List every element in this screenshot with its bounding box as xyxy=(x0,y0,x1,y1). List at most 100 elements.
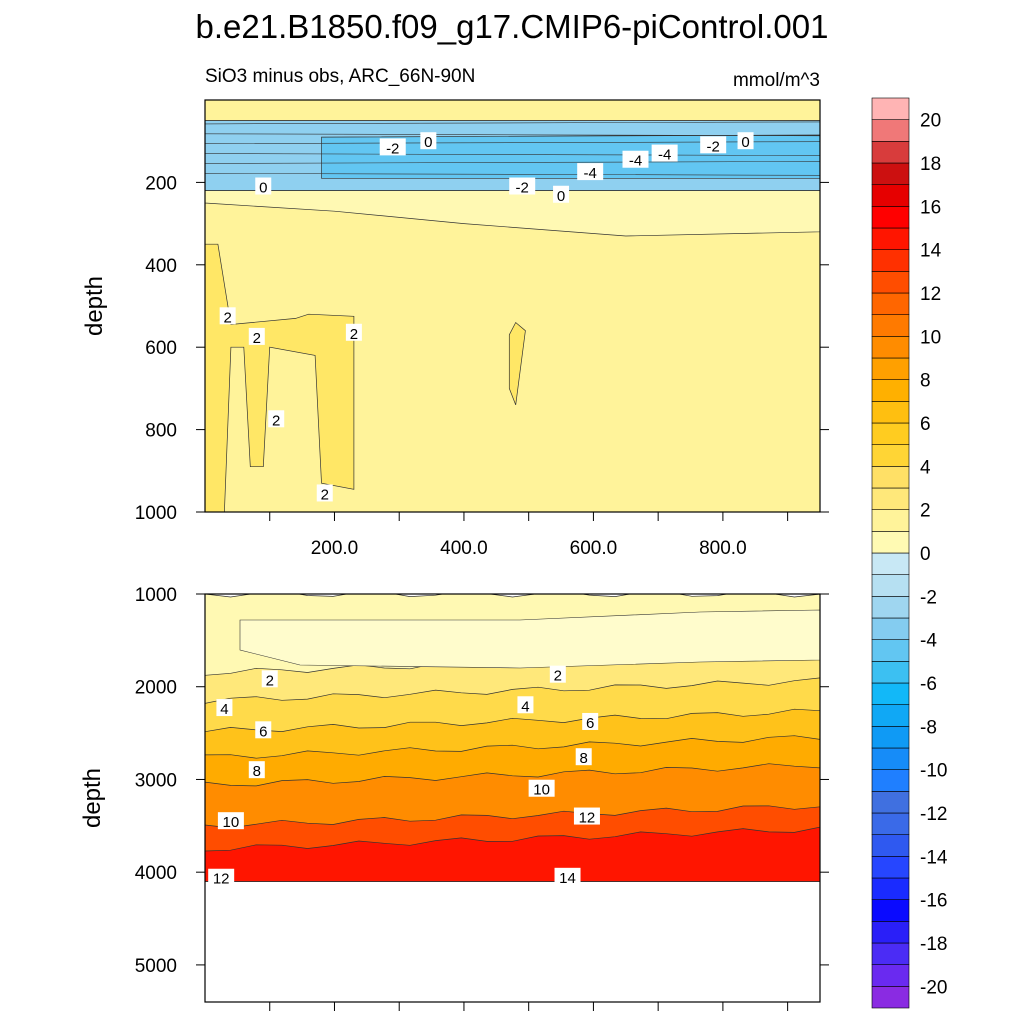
top-contour-label-bg-11 xyxy=(248,327,265,345)
bottom-contour-label-bg-6 xyxy=(549,665,566,683)
contour-line-top-1 xyxy=(205,133,820,137)
top-contour-label-bg-3 xyxy=(737,132,754,150)
colorbar-box-6 xyxy=(871,856,910,879)
colorbar-label-6: -8 xyxy=(920,717,937,738)
colorbar-box-0 xyxy=(871,986,910,1009)
bottom-contour-label-2: 6 xyxy=(259,723,267,740)
top-contour-label-14: 2 xyxy=(321,486,329,503)
top-contour-label-bg-9 xyxy=(255,177,272,195)
colorbar-label-9: -2 xyxy=(920,587,937,608)
colorbar-box-23 xyxy=(871,487,910,510)
contour-line-top-3 xyxy=(205,153,820,156)
bottom-contour-label-9: 8 xyxy=(580,750,588,767)
chart-subtitle: SiO3 minus obs, ARC_66N-90N xyxy=(205,66,475,87)
top-contour-label-bg-7 xyxy=(509,177,536,195)
colorbar-box-17 xyxy=(871,617,910,640)
top-contour-label-8: 0 xyxy=(557,188,565,205)
bottom-contour-label-bg-9 xyxy=(575,748,592,766)
colorbar-box-10 xyxy=(871,769,910,792)
contour-line-top-0 xyxy=(205,121,820,125)
top-y-label-3: 800 xyxy=(145,421,177,442)
top-x-label-1: 400.0 xyxy=(440,538,488,559)
colorbar-label-20: 20 xyxy=(920,111,941,132)
contour-region-2 xyxy=(321,134,820,179)
top-contour-label-4: -4 xyxy=(658,147,671,164)
colorbar-box-25 xyxy=(871,444,910,467)
colorbar-box-13 xyxy=(871,704,910,727)
contour-line-top-5 xyxy=(205,173,820,176)
colorbar-label-19: 18 xyxy=(920,154,941,175)
top-panel: -2 0 -2 0 -4 -4 -4 -2 0 0 2 2 2 2 2 200 400 600 800 1000 2… xyxy=(81,99,829,559)
bottom-contour-label-bg-12 xyxy=(554,867,581,885)
bottom-contour-label-bg-7 xyxy=(517,696,534,714)
top-contour-label-1: 0 xyxy=(424,134,432,151)
top-contour-label-bg-1 xyxy=(420,132,437,150)
colorbar-box-36 xyxy=(871,206,910,229)
colorbar-box-28 xyxy=(871,379,910,402)
colorbar-box-15 xyxy=(871,661,910,684)
top-contour-label-5: -4 xyxy=(629,153,642,170)
colorbar-box-37 xyxy=(871,184,910,207)
bottom-contour-label-8: 6 xyxy=(586,715,594,732)
top-contour-label-2: -2 xyxy=(707,138,720,155)
top-y-label-2: 600 xyxy=(145,338,177,359)
contour-line-top-4 xyxy=(205,161,820,164)
colorbar-box-22 xyxy=(871,509,910,532)
colorbar-label-11: 2 xyxy=(920,501,931,522)
top-contour-label-bg-4 xyxy=(651,144,678,162)
colorbar-box-32 xyxy=(871,292,910,315)
colorbar-box-1 xyxy=(871,964,910,987)
colorbar-box-18 xyxy=(871,596,910,619)
colorbar-label-8: -4 xyxy=(920,631,937,652)
colorbar-label-12: 4 xyxy=(920,457,931,478)
bottom-ylabel: depth xyxy=(79,768,106,828)
bottom-contour-label-11: 12 xyxy=(579,810,596,827)
top-contour-label-10: 2 xyxy=(223,309,231,326)
bottom-contour-label-bg-2 xyxy=(255,721,272,739)
bottom-contour-label-bg-5 xyxy=(208,868,235,886)
contour-band-core xyxy=(239,609,820,669)
colorbar-label-7: -6 xyxy=(920,674,937,695)
bottom-panel-frame xyxy=(204,593,821,1003)
colorbar-box-14 xyxy=(871,682,910,705)
bottom-contour-label-bg-4 xyxy=(217,812,244,830)
colorbar-box-39 xyxy=(871,141,910,164)
chart-title: b.e21.B1850.f09_g17.CMIP6-piControl.001 xyxy=(196,8,829,45)
top-contour-label-12: 2 xyxy=(350,326,358,343)
bottom-contour-label-bg-1 xyxy=(216,699,233,717)
bottom-contour-label-bg-10 xyxy=(528,779,555,797)
colorbar-box-19 xyxy=(871,574,910,597)
colorbar-box-30 xyxy=(871,336,910,359)
bottom-contour-label-bg-11 xyxy=(573,807,600,825)
colorbar-box-9 xyxy=(871,791,910,814)
contour-region-4 xyxy=(205,243,355,512)
colorbar-box-20 xyxy=(871,552,910,575)
bottom-contour-label-12: 14 xyxy=(559,870,576,887)
top-contour-label-6: -4 xyxy=(584,165,597,182)
top-contour-label-bg-14 xyxy=(316,484,333,502)
units-label: mmol/m^3 xyxy=(733,70,820,91)
colorbar-label-15: 10 xyxy=(920,327,941,348)
colorbar-label-1: -18 xyxy=(920,934,947,955)
bottom-contour-label-6: 2 xyxy=(554,668,562,685)
colorbar-box-21 xyxy=(871,531,910,554)
top-contour-label-bg-8 xyxy=(553,185,570,203)
contour-region-0 xyxy=(205,100,820,121)
top-panel-frame xyxy=(204,99,821,513)
colorbar-box-29 xyxy=(871,357,910,380)
bottom-contour-label-10: 10 xyxy=(533,782,550,799)
top-contour-label-11: 2 xyxy=(253,330,261,347)
top-contour-label-13: 2 xyxy=(272,412,280,429)
colorbar-label-10: 0 xyxy=(920,544,931,565)
colorbar-label-4: -12 xyxy=(920,804,947,825)
bottom-contour-label-bg-0 xyxy=(261,670,278,688)
colorbar-box-38 xyxy=(871,162,910,185)
top-x-label-0: 200.0 xyxy=(311,538,359,559)
colorbar-label-3: -14 xyxy=(920,847,948,868)
bottom-contour-label-bg-8 xyxy=(582,712,599,730)
colorbar-box-3 xyxy=(871,921,910,944)
bottom-contour-label-bg-3 xyxy=(248,761,265,779)
top-contour-label-bg-5 xyxy=(622,150,649,168)
